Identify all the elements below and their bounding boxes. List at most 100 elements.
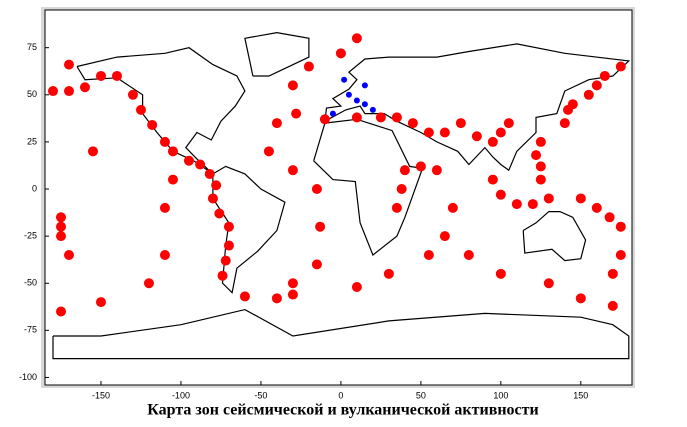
event-point — [287, 80, 298, 91]
event-point — [361, 82, 368, 89]
event-point — [583, 89, 594, 100]
caption: Карта зон сейсмической и вулканической а… — [147, 402, 538, 419]
event-point — [423, 127, 434, 138]
event-point — [291, 108, 302, 119]
event-point — [159, 136, 170, 147]
event-point — [95, 297, 106, 308]
x-tick-label: -100 — [172, 390, 190, 400]
event-point — [55, 221, 66, 232]
event-point — [599, 70, 610, 81]
event-point — [204, 168, 215, 179]
event-point — [95, 70, 106, 81]
x-tick-label: 0 — [338, 390, 343, 400]
event-point — [87, 146, 98, 157]
continents — [52, 31, 631, 360]
y-tick-label: 25 — [27, 136, 37, 146]
y-tick-label: -50 — [24, 278, 37, 288]
event-point — [311, 184, 322, 195]
event-point — [63, 249, 74, 260]
event-point — [396, 184, 407, 195]
event-point — [615, 61, 626, 72]
event-point — [383, 268, 394, 279]
event-point — [463, 249, 474, 260]
event-point — [335, 48, 346, 59]
x-tick-label: -150 — [92, 390, 110, 400]
event-point — [607, 300, 618, 311]
event-point — [220, 255, 231, 266]
coastline — [244, 31, 310, 77]
event-point — [159, 202, 170, 213]
y-tick-label: 75 — [27, 42, 37, 52]
event-point — [55, 231, 66, 242]
event-point — [79, 82, 90, 93]
event-point — [535, 161, 546, 172]
event-point — [167, 146, 178, 157]
coastline — [52, 308, 630, 360]
x-tick-label: 50 — [416, 390, 426, 400]
event-point — [543, 193, 554, 204]
event-point — [47, 86, 58, 97]
event-point — [55, 212, 66, 223]
event-point — [431, 165, 442, 176]
event-point — [127, 89, 138, 100]
event-point — [423, 249, 434, 260]
y-tick-label: 50 — [27, 89, 37, 99]
event-point — [55, 306, 66, 317]
event-point — [319, 114, 330, 125]
event-point — [263, 146, 274, 157]
y-tick-label: 0 — [32, 183, 37, 193]
event-point — [311, 259, 322, 270]
event-point — [487, 136, 498, 147]
event-point — [391, 202, 402, 213]
plot-area — [44, 9, 633, 386]
event-point — [351, 282, 362, 293]
event-point — [287, 278, 298, 289]
event-point — [604, 212, 615, 223]
event-point — [167, 174, 178, 185]
event-point — [559, 118, 570, 129]
coastline — [76, 47, 246, 175]
event-point — [415, 161, 426, 172]
event-point — [271, 118, 282, 129]
event-point — [495, 127, 506, 138]
event-point — [271, 293, 282, 304]
event-point — [407, 118, 418, 129]
coastline — [324, 43, 631, 172]
event-point — [353, 97, 360, 104]
event-point — [351, 112, 362, 123]
event-point — [527, 199, 538, 210]
event-point — [159, 249, 170, 260]
event-point — [439, 127, 450, 138]
event-point — [399, 165, 410, 176]
event-point — [211, 180, 222, 191]
event-point — [223, 221, 234, 232]
event-point — [369, 106, 376, 113]
event-point — [511, 199, 522, 210]
y-tick-label: -100 — [19, 372, 37, 382]
event-point — [471, 131, 482, 142]
coastline — [522, 211, 587, 262]
event-point — [147, 119, 158, 130]
event-point — [391, 112, 402, 123]
x-tick-label: 100 — [493, 390, 508, 400]
event-point — [487, 174, 498, 185]
event-point — [303, 61, 314, 72]
event-point — [567, 99, 578, 110]
event-point — [63, 86, 74, 97]
event-point — [341, 76, 348, 83]
event-point — [111, 70, 122, 81]
event-point — [361, 101, 368, 108]
event-point — [495, 268, 506, 279]
y-tick-label: -75 — [24, 325, 37, 335]
event-point — [535, 136, 546, 147]
event-point — [575, 193, 586, 204]
event-point — [535, 174, 546, 185]
x-tick-label: 150 — [573, 390, 588, 400]
event-point — [351, 33, 362, 44]
event-point — [439, 231, 450, 242]
event-point — [143, 278, 154, 289]
event-point — [287, 165, 298, 176]
event-point — [195, 159, 206, 170]
event-point — [531, 150, 542, 161]
event-point — [214, 208, 225, 219]
